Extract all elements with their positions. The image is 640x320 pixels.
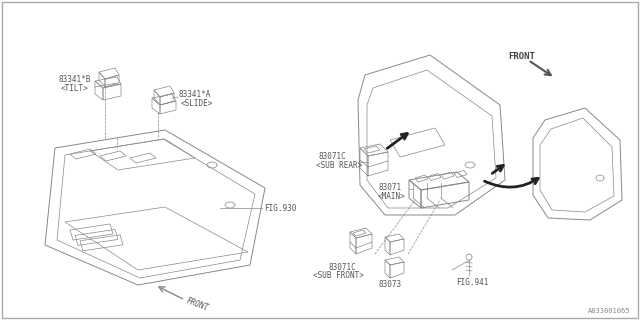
- Text: 83071C: 83071C: [328, 263, 356, 272]
- Text: FIG.930: FIG.930: [264, 204, 296, 213]
- Text: <SUB FRONT>: <SUB FRONT>: [312, 271, 364, 280]
- Text: <SLIDE>: <SLIDE>: [181, 99, 213, 108]
- Text: 83341*A: 83341*A: [178, 90, 211, 99]
- Text: FRONT: FRONT: [508, 52, 535, 61]
- Text: <MAIN>: <MAIN>: [378, 192, 406, 201]
- Text: 83071: 83071: [378, 183, 401, 192]
- Text: 83071C: 83071C: [318, 152, 346, 161]
- Text: 83341*B: 83341*B: [58, 75, 90, 84]
- Text: A833001065: A833001065: [588, 308, 630, 314]
- Text: FIG.941: FIG.941: [456, 278, 488, 287]
- Text: <TILT>: <TILT>: [61, 84, 89, 93]
- Text: 83073: 83073: [378, 280, 401, 289]
- Text: <SUB REAR>: <SUB REAR>: [316, 161, 362, 170]
- Text: FRONT: FRONT: [185, 296, 210, 312]
